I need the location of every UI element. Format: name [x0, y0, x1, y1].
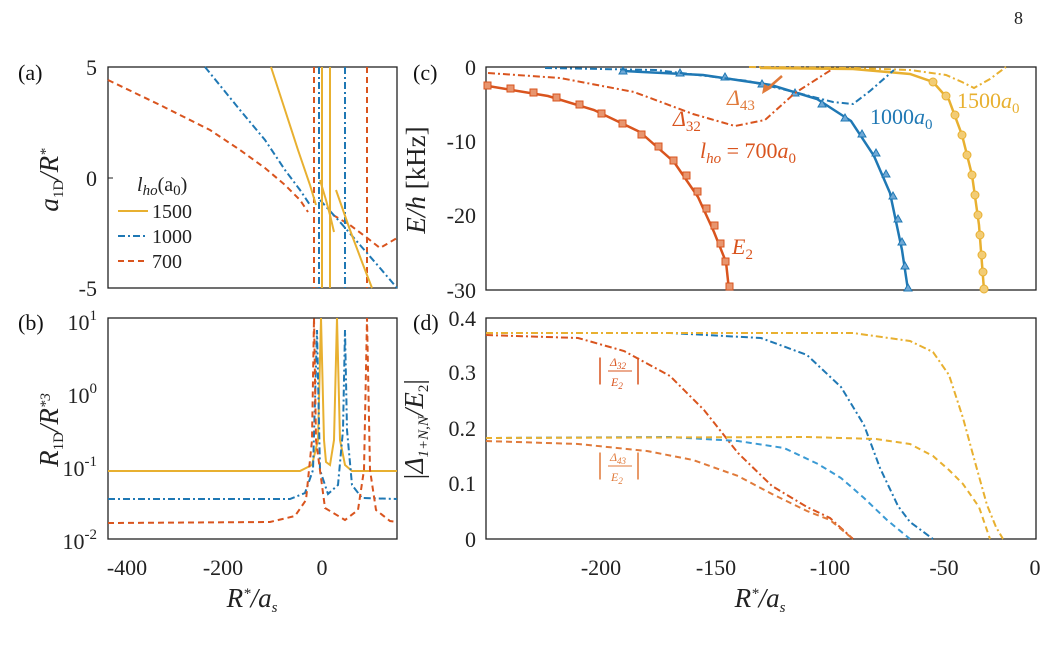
svg-text:|: |	[635, 352, 641, 385]
panel-c-ytick: 0	[465, 55, 476, 80]
d-D32-700	[485, 334, 854, 540]
panel-d-xtick: -50	[929, 555, 958, 580]
panel-d-ytick: 0	[465, 527, 476, 552]
panel-b-xtick: -200	[203, 555, 243, 580]
panel-b-label: (b)	[18, 310, 44, 335]
page-number: 8	[1014, 8, 1023, 28]
panel-a-label: (a)	[18, 60, 42, 85]
c-E2-700	[487, 84, 731, 291]
panel-d-xtick: -100	[810, 555, 850, 580]
svg-text:|: |	[597, 447, 603, 480]
panel-a-ytick: -5	[79, 276, 97, 301]
panel-b-frame	[107, 317, 398, 540]
a-curve-1500-right	[335, 189, 373, 289]
a-curve-1000-right	[319, 199, 398, 289]
panel-b-ylabel: R1D/R*3	[34, 393, 67, 468]
b-curve-700	[107, 317, 398, 524]
panel-d: (d) 0.4 0.3 0.2 0.1 0 -200 -150 -100 -50…	[399, 306, 1041, 616]
a-curve-1500-left	[270, 66, 317, 206]
panel-a: (a) 5 0 -5 a1D/R* lho(a0	[18, 55, 398, 301]
panel-d-ytick: 0.3	[449, 360, 477, 385]
c-ann-1000: 1000a0	[870, 104, 933, 133]
panel-b: (b) 101 100 10-1 10-2 -400 -200 0 R1D/R*…	[18, 308, 398, 616]
panel-b-ytick: 10-1	[63, 454, 98, 481]
c-arrowhead-d43	[762, 84, 772, 94]
legend-title: lho(a0)	[137, 174, 187, 199]
panel-c-ytick: -30	[447, 278, 476, 303]
d-ann-d43: | Δ43 E2 |	[597, 447, 641, 486]
c-markers-1000	[618, 65, 913, 292]
panel-a-ytick: 0	[86, 166, 97, 191]
panel-d-ytick: 0.1	[449, 471, 477, 496]
svg-text:|: |	[597, 352, 603, 385]
panel-b-ytick: 101	[68, 308, 98, 335]
c-ann-d43: Δ43	[726, 85, 755, 114]
a-curve-700-right	[332, 214, 398, 250]
legend-label-1000: 1000	[152, 226, 192, 248]
panel-a-ytick: 5	[86, 55, 97, 80]
c-ann-1500: 1500a0	[957, 88, 1020, 117]
panel-c-ytick: -20	[447, 203, 476, 228]
c-ann-700: lho = 700a0	[700, 138, 796, 167]
panel-a-ylabel: a1D/R*	[34, 148, 67, 212]
svg-text:Δ32: Δ32	[609, 355, 627, 371]
panel-d-xlabel: R*/as	[734, 583, 786, 616]
panel-c-frame	[485, 66, 1037, 291]
panel-b-ytick: 100	[68, 381, 98, 408]
d-D43-1000	[485, 435, 911, 540]
svg-text:E2: E2	[610, 470, 623, 486]
c-E2-1500	[759, 66, 986, 291]
panel-b-xtick: 0	[317, 555, 328, 580]
panel-d-xtick: 0	[1030, 555, 1041, 580]
svg-text:E2: E2	[610, 375, 623, 391]
d-D43-1500	[485, 435, 991, 540]
panel-d-label: (d)	[413, 310, 439, 335]
panel-d-ytick: 0.2	[449, 416, 477, 441]
panel-d-xtick: -200	[581, 555, 621, 580]
b-curve-1500	[108, 317, 397, 472]
a-curve-700-left	[107, 79, 309, 213]
c-D32-700	[487, 69, 832, 128]
c-ann-E2: E2	[731, 234, 753, 263]
svg-text:Δ43: Δ43	[609, 450, 627, 466]
panel-c: (c) 0 -10 -20 -30 E/h [kHz]	[401, 55, 1037, 303]
panel-d-ytick: 0.4	[449, 306, 477, 331]
panel-b-xtick: -400	[107, 555, 147, 580]
panel-a-legend: lho(a0) 1500 1000 700	[118, 174, 192, 273]
d-ann-d32: | Δ32 E2 |	[597, 352, 641, 391]
c-markers-700	[483, 81, 734, 291]
legend-label-1500: 1500	[152, 201, 192, 223]
panel-b-xlabel: R*/as	[226, 583, 278, 616]
legend-label-700: 700	[152, 251, 182, 273]
svg-text:|: |	[635, 447, 641, 480]
panel-c-ytick: -10	[447, 129, 476, 154]
panel-c-label: (c)	[413, 60, 437, 85]
d-D43-700	[485, 440, 854, 540]
d-D32-1500	[486, 332, 1004, 540]
c-D32-1500	[748, 66, 1007, 90]
panel-d-xtick: -150	[696, 555, 736, 580]
c-D32-1000	[544, 67, 895, 106]
b-curve-1000	[108, 329, 398, 500]
c-markers-1500	[928, 77, 989, 294]
panel-d-ylabel: |Δ1+N,N/E2|	[399, 379, 432, 481]
a-curve-1000-left	[204, 66, 311, 206]
panel-c-ylabel: E/h [kHz]	[401, 126, 431, 234]
panel-d-frame	[485, 317, 1037, 540]
d-D32-1000	[486, 332, 934, 540]
c-ann-d32: Δ32	[672, 106, 701, 135]
panel-b-ytick: 10-2	[63, 527, 98, 554]
